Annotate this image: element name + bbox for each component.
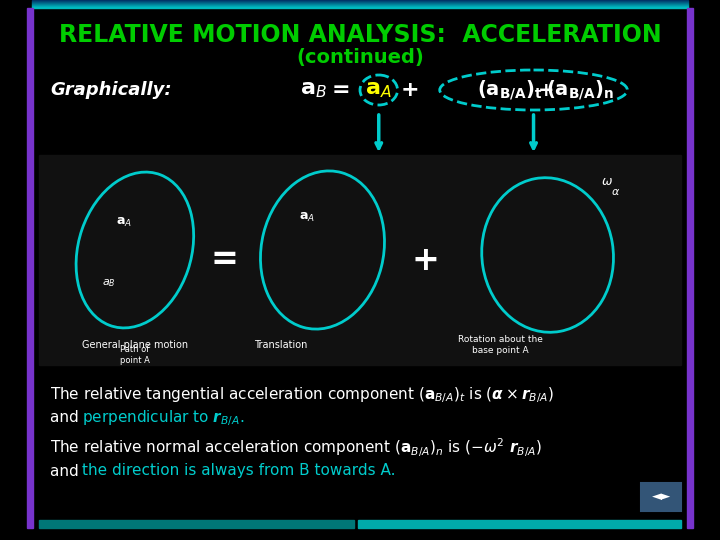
Bar	[32, 6, 688, 7]
Bar	[642, 483, 681, 511]
Text: RELATIVE MOTION ANALYSIS:  ACCELERATION: RELATIVE MOTION ANALYSIS: ACCELERATION	[59, 23, 661, 47]
Bar	[32, 3, 688, 4]
Bar	[32, 1, 688, 2]
Text: (continued): (continued)	[296, 49, 424, 68]
Text: $\mathbf{(a_{B/A})_n}$: $\mathbf{(a_{B/A})_n}$	[546, 78, 615, 102]
Bar	[32, 0, 688, 1]
Text: +: +	[400, 80, 419, 100]
Text: and: and	[50, 463, 84, 478]
Bar	[39, 155, 681, 365]
Bar	[27, 8, 32, 528]
Text: $\mathbf{a}_B$: $\mathbf{a}_B$	[300, 80, 327, 100]
Bar	[32, 2, 688, 3]
Bar	[39, 520, 354, 528]
Text: The relative normal acceleration component $(\mathbf{a}_{B/A})_n$ is $(-\omega^2: The relative normal acceleration compone…	[50, 437, 542, 460]
Text: Graphically:: Graphically:	[50, 81, 172, 99]
Text: $\omega$: $\omega$	[601, 175, 613, 188]
Bar	[358, 520, 681, 528]
Text: +: +	[412, 244, 440, 276]
Bar	[688, 8, 693, 528]
Text: General plane motion: General plane motion	[82, 340, 188, 350]
Bar	[32, 5, 688, 6]
Text: perpendicular to $\boldsymbol{r}_{B/A}$.: perpendicular to $\boldsymbol{r}_{B/A}$.	[82, 408, 245, 428]
Text: Path of
point A: Path of point A	[120, 345, 150, 364]
Text: $\mathbf{a}_A$: $\mathbf{a}_A$	[116, 216, 132, 229]
Text: Translation: Translation	[253, 340, 307, 350]
Text: $a_B$: $a_B$	[102, 277, 116, 289]
Text: The relative tangential acceleration component $(\mathbf{a}_{B/A})_t$ is $(\bold: The relative tangential acceleration com…	[50, 385, 554, 405]
Text: =: =	[332, 80, 351, 100]
Bar	[32, 4, 688, 5]
Bar	[32, 7, 688, 8]
Bar	[39, 378, 681, 523]
Text: $\mathbf{a}_A$: $\mathbf{a}_A$	[299, 211, 315, 224]
Text: =: =	[210, 244, 238, 276]
Text: ◄►: ◄►	[652, 490, 671, 503]
Text: and: and	[50, 410, 84, 426]
Text: the direction is always from B towards A.: the direction is always from B towards A…	[82, 463, 396, 478]
Text: $\alpha$: $\alpha$	[611, 187, 621, 197]
Text: Rotation about the
base point A: Rotation about the base point A	[458, 335, 543, 355]
Text: +: +	[537, 80, 554, 99]
Text: $\mathbf{(a_{B/A})_t}$: $\mathbf{(a_{B/A})_t}$	[477, 78, 543, 102]
Text: $\mathbf{a}_A$: $\mathbf{a}_A$	[365, 80, 392, 100]
